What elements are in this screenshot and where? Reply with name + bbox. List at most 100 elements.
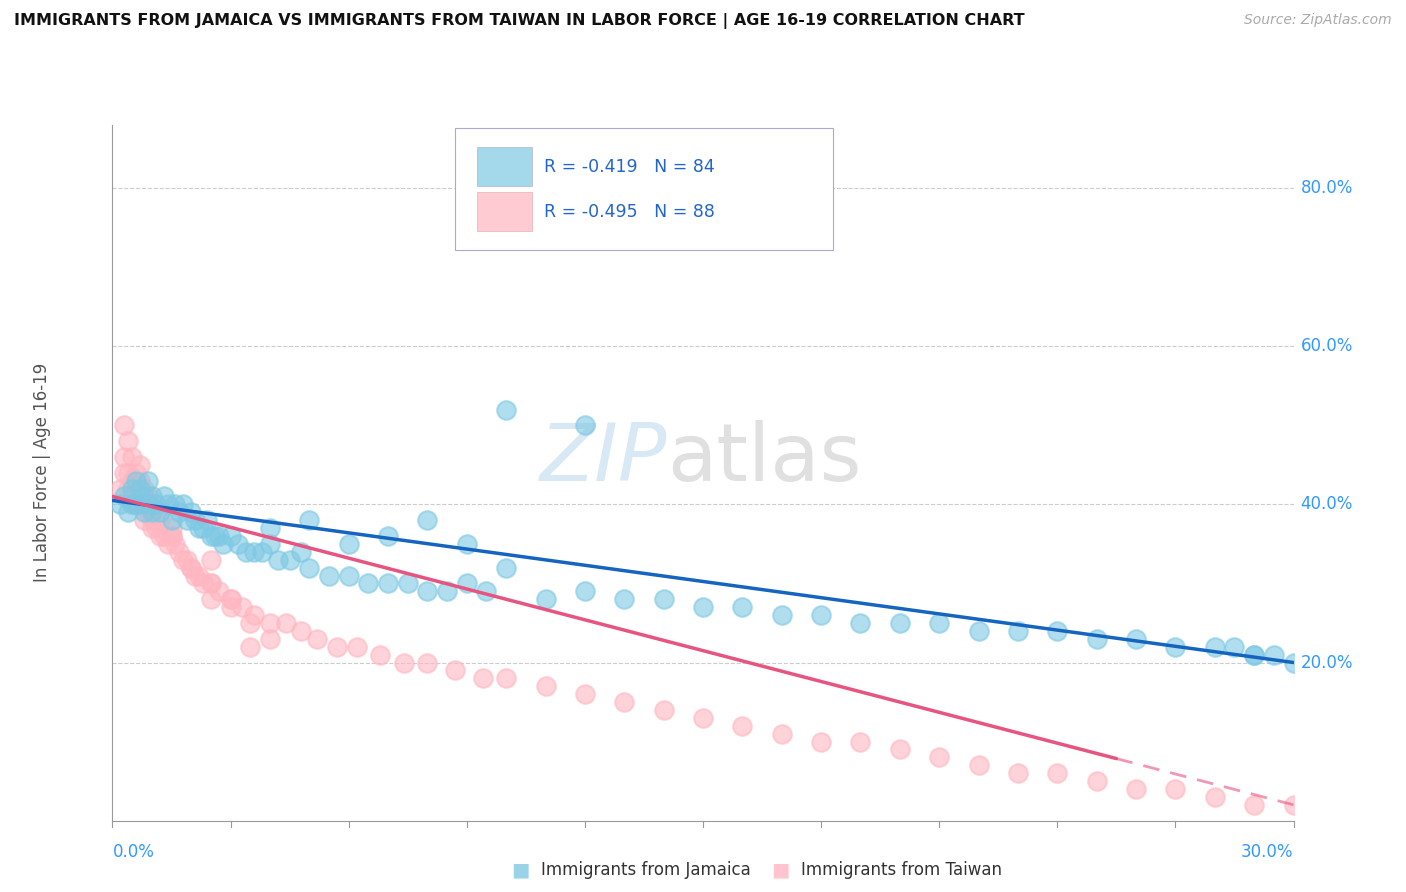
Point [231, 600, 253, 615]
Point [1282, 797, 1305, 812]
Point [259, 537, 281, 551]
Point [1125, 632, 1147, 646]
Point [495, 560, 517, 574]
Point [416, 584, 439, 599]
Point [1007, 624, 1029, 638]
Text: Immigrants from Taiwan: Immigrants from Taiwan [801, 861, 1002, 879]
Point [125, 474, 148, 488]
Point [169, 545, 191, 559]
Text: R = -0.495   N = 88: R = -0.495 N = 88 [544, 202, 714, 221]
Point [191, 521, 214, 535]
Text: Immigrants from Jamaica: Immigrants from Jamaica [541, 861, 751, 879]
Text: ■: ■ [510, 860, 530, 880]
Point [211, 537, 233, 551]
Point [132, 513, 155, 527]
Point [200, 529, 222, 543]
Point [121, 482, 143, 496]
Point [132, 505, 155, 519]
Point [1282, 656, 1305, 670]
Point [156, 497, 179, 511]
Point [290, 624, 312, 638]
Point [1263, 648, 1285, 662]
Point [471, 671, 494, 685]
Point [129, 482, 152, 496]
Point [1243, 648, 1265, 662]
Point [219, 592, 242, 607]
Point [121, 474, 143, 488]
Point [692, 600, 714, 615]
Point [613, 695, 636, 709]
Point [132, 490, 155, 504]
Point [136, 497, 159, 511]
Point [165, 497, 187, 511]
Point [141, 513, 163, 527]
Point [250, 545, 273, 559]
Point [1007, 766, 1029, 780]
Point [176, 552, 198, 567]
Point [219, 529, 242, 543]
Point [188, 521, 211, 535]
Point [112, 418, 135, 433]
Point [1204, 640, 1226, 654]
Point [180, 560, 202, 574]
Point [132, 482, 155, 496]
Point [228, 537, 250, 551]
Point [141, 505, 163, 519]
Point [495, 671, 517, 685]
Point [652, 703, 675, 717]
Point [117, 434, 139, 449]
Point [160, 529, 183, 543]
Point [298, 560, 321, 574]
Point [136, 497, 159, 511]
Point [574, 687, 596, 701]
Point [1164, 782, 1187, 797]
Point [574, 418, 596, 433]
Point [1223, 640, 1246, 654]
Point [117, 466, 139, 480]
Point [112, 490, 135, 504]
Point [136, 474, 159, 488]
Text: atlas: atlas [668, 420, 862, 498]
Point [169, 505, 191, 519]
Point [176, 513, 198, 527]
Point [1046, 624, 1069, 638]
Point [117, 482, 139, 496]
Point [574, 584, 596, 599]
Point [1046, 766, 1069, 780]
Point [141, 521, 163, 535]
Point [243, 545, 266, 559]
Point [141, 505, 163, 519]
Text: ■: ■ [770, 860, 790, 880]
Text: 20.0%: 20.0% [1301, 654, 1353, 672]
Point [1164, 640, 1187, 654]
Point [152, 529, 174, 543]
Point [377, 576, 399, 591]
Text: 80.0%: 80.0% [1301, 179, 1353, 197]
Point [810, 734, 832, 748]
Point [180, 560, 202, 574]
Point [770, 726, 793, 740]
Point [889, 742, 911, 756]
Point [112, 466, 135, 480]
Point [184, 513, 207, 527]
Text: Source: ZipAtlas.com: Source: ZipAtlas.com [1244, 13, 1392, 28]
Point [267, 552, 290, 567]
Point [152, 490, 174, 504]
Text: In Labor Force | Age 16-19: In Labor Force | Age 16-19 [34, 363, 51, 582]
Point [125, 466, 148, 480]
Point [243, 608, 266, 623]
Point [368, 648, 391, 662]
Point [191, 576, 214, 591]
Point [290, 545, 312, 559]
FancyBboxPatch shape [456, 128, 832, 250]
Point [337, 537, 360, 551]
Point [136, 490, 159, 504]
Point [849, 734, 872, 748]
Point [1204, 789, 1226, 804]
Point [337, 568, 360, 582]
Text: 40.0%: 40.0% [1301, 495, 1353, 514]
Point [200, 576, 222, 591]
Point [149, 529, 172, 543]
Text: 0.0%: 0.0% [112, 843, 155, 861]
Point [967, 624, 990, 638]
